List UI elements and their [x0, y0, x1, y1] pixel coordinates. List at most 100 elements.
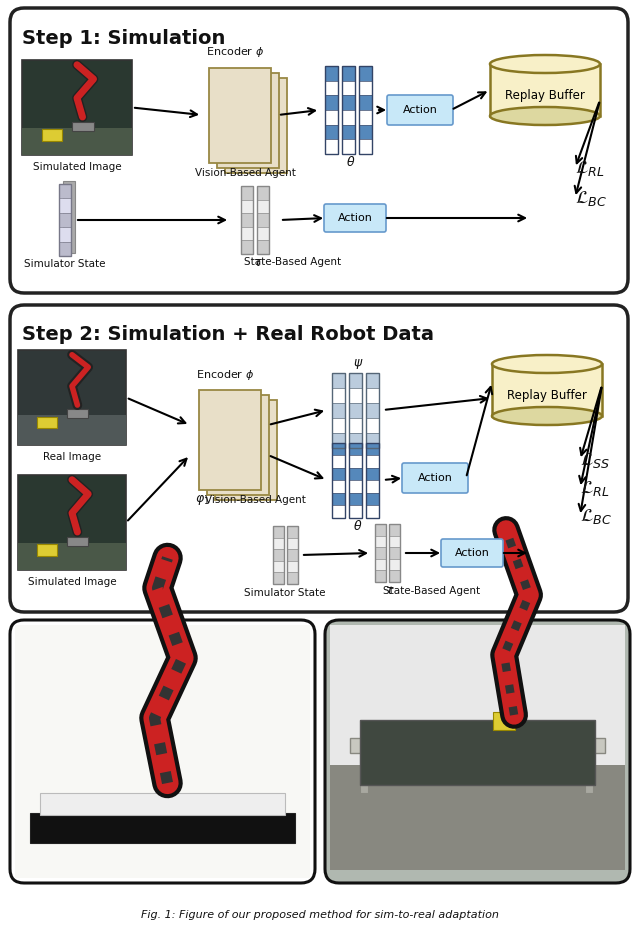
Text: $\theta$: $\theta$ [353, 519, 363, 533]
Bar [241, 213, 253, 227]
Text: Action: Action [403, 105, 437, 115]
Bar [349, 480, 362, 493]
Bar [374, 524, 385, 582]
Bar [358, 66, 371, 81]
Text: Step 2: Simulation + Real Robot Data: Step 2: Simulation + Real Robot Data [22, 325, 434, 344]
Bar [360, 738, 368, 793]
Bar [350, 738, 605, 753]
FancyBboxPatch shape [10, 305, 628, 612]
FancyBboxPatch shape [324, 204, 386, 232]
Bar [342, 81, 355, 95]
Text: Action: Action [337, 213, 372, 223]
Ellipse shape [492, 355, 602, 373]
Bar [358, 95, 371, 110]
Bar [225, 77, 287, 173]
Bar [332, 505, 344, 518]
Text: Vision-Based Agent: Vision-Based Agent [195, 168, 296, 178]
Bar [349, 455, 362, 467]
Bar [324, 110, 337, 125]
Bar [287, 538, 298, 549]
Bar [332, 387, 344, 402]
Bar [342, 66, 355, 81]
Bar [287, 572, 298, 584]
Bar [365, 432, 378, 447]
Bar [40, 793, 285, 815]
Bar [374, 524, 385, 536]
Bar [241, 186, 253, 199]
Bar [374, 547, 385, 558]
Bar [490, 64, 600, 116]
FancyBboxPatch shape [402, 463, 468, 493]
Bar [332, 455, 344, 467]
Text: $\theta$: $\theta$ [346, 155, 356, 169]
Text: $\mathcal{L}_{RL}$: $\mathcal{L}_{RL}$ [575, 159, 605, 178]
Bar [349, 402, 362, 417]
Text: Encoder $\phi$: Encoder $\phi$ [206, 45, 264, 59]
Bar [273, 526, 284, 584]
Bar [67, 409, 88, 418]
Bar [324, 125, 337, 139]
Bar [365, 387, 378, 402]
Text: $\mathcal{L}_{RL}$: $\mathcal{L}_{RL}$ [580, 478, 610, 497]
Bar [241, 186, 253, 254]
Bar [388, 536, 399, 547]
Bar [332, 417, 344, 432]
Bar [493, 713, 515, 730]
Text: Vision-Based Agent: Vision-Based Agent [205, 495, 305, 505]
Bar [37, 544, 57, 556]
Bar [332, 402, 344, 417]
Text: $\psi$: $\psi$ [353, 357, 364, 371]
Bar [342, 139, 355, 154]
Bar [365, 372, 378, 447]
Bar [349, 417, 362, 432]
Bar [59, 184, 71, 198]
Bar [585, 738, 593, 793]
Bar [18, 475, 126, 570]
Bar [349, 387, 362, 402]
Bar [273, 538, 284, 549]
Bar [273, 526, 284, 538]
Bar [358, 110, 371, 125]
Bar [273, 549, 284, 561]
Text: Replay Buffer: Replay Buffer [505, 88, 585, 102]
Bar [207, 395, 269, 495]
Bar [63, 181, 75, 253]
Text: Action: Action [417, 473, 452, 483]
Bar [72, 122, 93, 132]
Bar [332, 443, 344, 455]
Text: Fig. 1: Figure of our proposed method for sim-to-real adaptation: Fig. 1: Figure of our proposed method fo… [141, 910, 499, 920]
Bar [332, 493, 344, 505]
Bar [358, 139, 371, 154]
Bar [332, 467, 344, 480]
Bar [332, 372, 344, 447]
Text: Encoder $\phi$: Encoder $\phi$ [196, 368, 254, 382]
Text: Step 1: Simulation: Step 1: Simulation [22, 28, 225, 48]
Ellipse shape [490, 55, 600, 73]
Text: Simulated Image: Simulated Image [28, 577, 116, 587]
Bar [257, 227, 269, 241]
Bar [67, 537, 88, 546]
Bar [241, 199, 253, 213]
Text: Simulated Image: Simulated Image [33, 162, 122, 172]
Bar [492, 364, 602, 416]
Bar [324, 81, 337, 95]
Bar [332, 443, 344, 518]
Bar [365, 493, 378, 505]
Bar [365, 372, 378, 387]
Bar [257, 241, 269, 254]
Bar [287, 561, 298, 572]
Bar [287, 526, 298, 538]
Text: Real Image: Real Image [43, 452, 101, 462]
Text: State-Based Agent: State-Based Agent [383, 586, 481, 596]
Bar [18, 543, 126, 570]
Bar [273, 572, 284, 584]
Bar [15, 625, 310, 878]
Bar [388, 524, 399, 536]
Bar [349, 467, 362, 480]
Ellipse shape [490, 107, 600, 125]
Bar [217, 72, 279, 167]
Bar [365, 505, 378, 518]
Bar [287, 549, 298, 561]
Bar [241, 227, 253, 241]
Bar [215, 400, 277, 500]
